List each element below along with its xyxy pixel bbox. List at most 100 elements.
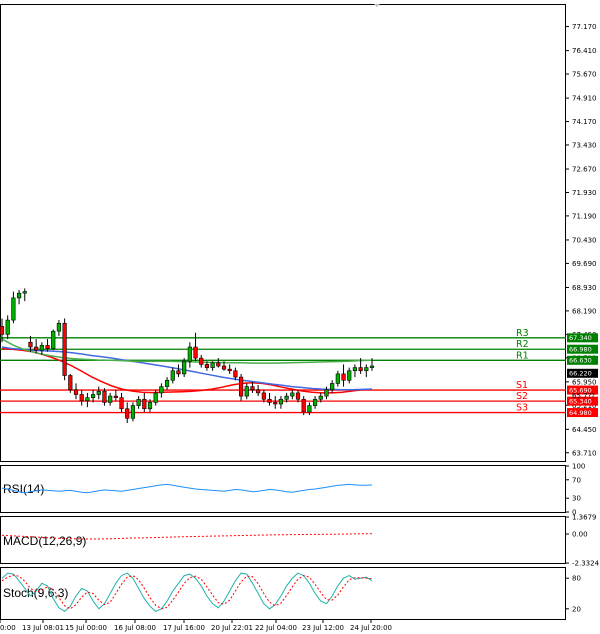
price-tick-label: 65.950 — [572, 378, 597, 386]
stoch-d-line — [1, 574, 373, 610]
price-tick-label: 74.910 — [572, 95, 597, 103]
time-axis: 0:00 13 Jul 08:01 15 Jul 00:00 16 Jul 08:00… — [0, 620, 392, 632]
time-tick-label: 16 Jul 08:00 — [114, 624, 156, 632]
level-tag-r3-bg — [567, 333, 598, 343]
macd-tick-label: 0.00 — [572, 531, 588, 539]
candle-down — [28, 341, 33, 348]
candle-down — [221, 365, 227, 370]
candle-up — [290, 392, 295, 397]
rsi-tick-label: 100 — [572, 463, 585, 471]
candle-up — [307, 405, 312, 413]
candle-up — [318, 395, 323, 400]
level-tag-r1-bg — [567, 355, 598, 365]
price-tick-label: 71.930 — [572, 189, 597, 197]
rsi-title: RSI(14) — [3, 482, 44, 496]
scroll-marker-icon — [374, 4, 380, 7]
macd-title: MACD(12,26,9) — [3, 534, 86, 548]
level-tag-s3: 64.980 — [569, 409, 592, 417]
time-tick-label: 23 Jul 12:00 — [302, 624, 344, 632]
candle-down — [102, 391, 107, 403]
candle-up — [130, 405, 136, 419]
rsi-tick-label: 30 — [572, 495, 581, 503]
candle-up — [352, 367, 358, 372]
price-tick-label: 72.670 — [572, 166, 597, 174]
candle-up — [164, 379, 170, 387]
candle-down — [68, 375, 73, 391]
price-panel-frame — [0, 4, 566, 462]
candle-down — [295, 392, 301, 400]
candle-down — [261, 392, 266, 400]
candle-down — [227, 368, 232, 372]
price-tick-label: 63.710 — [572, 449, 597, 457]
candle-up — [136, 398, 141, 406]
candle-down — [73, 389, 79, 395]
price-tick-label: 77.170 — [572, 23, 597, 31]
candle-down — [301, 398, 306, 413]
stoch-panel-frame — [0, 567, 566, 620]
candle-up — [147, 402, 153, 410]
candle-down — [113, 395, 118, 398]
price-tick-label: 76.410 — [572, 47, 597, 55]
macd-tick-label: 1.3679 — [572, 514, 597, 522]
level-label-r1: R1 — [516, 350, 529, 361]
level-tag-r2-bg — [567, 344, 598, 354]
candle-up — [210, 362, 215, 368]
price-tick-label: 69.690 — [572, 260, 597, 268]
candle-down — [193, 346, 198, 359]
candle-up — [312, 398, 318, 406]
rsi-panel: RSI(14) 100 70 30 0 — [1, 463, 585, 517]
level-tag-s2-bg — [567, 396, 598, 406]
rsi-tick-label: 0 — [572, 509, 576, 517]
stoch-title: Stoch(9,6,3) — [3, 586, 68, 600]
candle-down — [256, 389, 261, 394]
candle-down — [250, 386, 255, 391]
candle-down — [45, 345, 50, 349]
candle-down — [79, 394, 84, 402]
level-tag-s2: 65.340 — [569, 397, 592, 405]
candle-down — [125, 408, 130, 419]
level-label-s2: S2 — [516, 391, 528, 402]
level-tag-r1: 66.630 — [569, 357, 592, 365]
level-tag-s3-bg — [567, 408, 598, 418]
stoch-tick-label: 80 — [572, 575, 581, 583]
candle-up — [335, 373, 340, 384]
level-label-r2: R2 — [516, 339, 529, 350]
level-label-s1: S1 — [516, 380, 528, 391]
time-tick-label: 15 Jul 00:00 — [65, 624, 107, 632]
candle-down — [0, 326, 5, 335]
level-label-r3: R3 — [516, 328, 529, 339]
candle-up — [108, 395, 113, 403]
level-tag-s1-bg — [567, 385, 598, 395]
candle-down — [273, 402, 278, 405]
candle-down — [358, 367, 363, 372]
candle-up — [324, 389, 329, 397]
candle-up — [56, 322, 62, 332]
candle-up — [364, 367, 369, 372]
price-tick-label: 70.430 — [572, 236, 597, 244]
price-tick-label: 71.190 — [572, 212, 597, 220]
price-tick-label: 74.170 — [572, 118, 597, 126]
candle-up — [369, 365, 375, 368]
candle-up — [96, 391, 101, 395]
candle-up — [187, 346, 192, 362]
candle-down — [341, 373, 346, 381]
level-label-s3: S3 — [516, 403, 528, 414]
candle-down — [267, 398, 272, 403]
candle-down — [233, 370, 238, 378]
level-tag-r2: 66.980 — [569, 346, 592, 354]
partial-price-label: 65.7?? — [572, 392, 595, 400]
moving-averages — [1, 338, 373, 394]
candle-up — [159, 386, 164, 394]
candle-up — [278, 398, 284, 405]
time-tick-label: 22 Jul 04:00 — [255, 624, 297, 632]
candle-up — [5, 319, 10, 335]
time-tick-label: 20 Jul 22:01 — [211, 624, 253, 632]
candle-up — [284, 395, 289, 400]
ma-line — [1, 346, 373, 391]
candle-up — [182, 360, 187, 375]
time-tick-label: 24 Jul 20:00 — [350, 624, 392, 632]
candle-up — [22, 291, 27, 294]
macd-tick-label: -2.3324 — [572, 560, 600, 568]
